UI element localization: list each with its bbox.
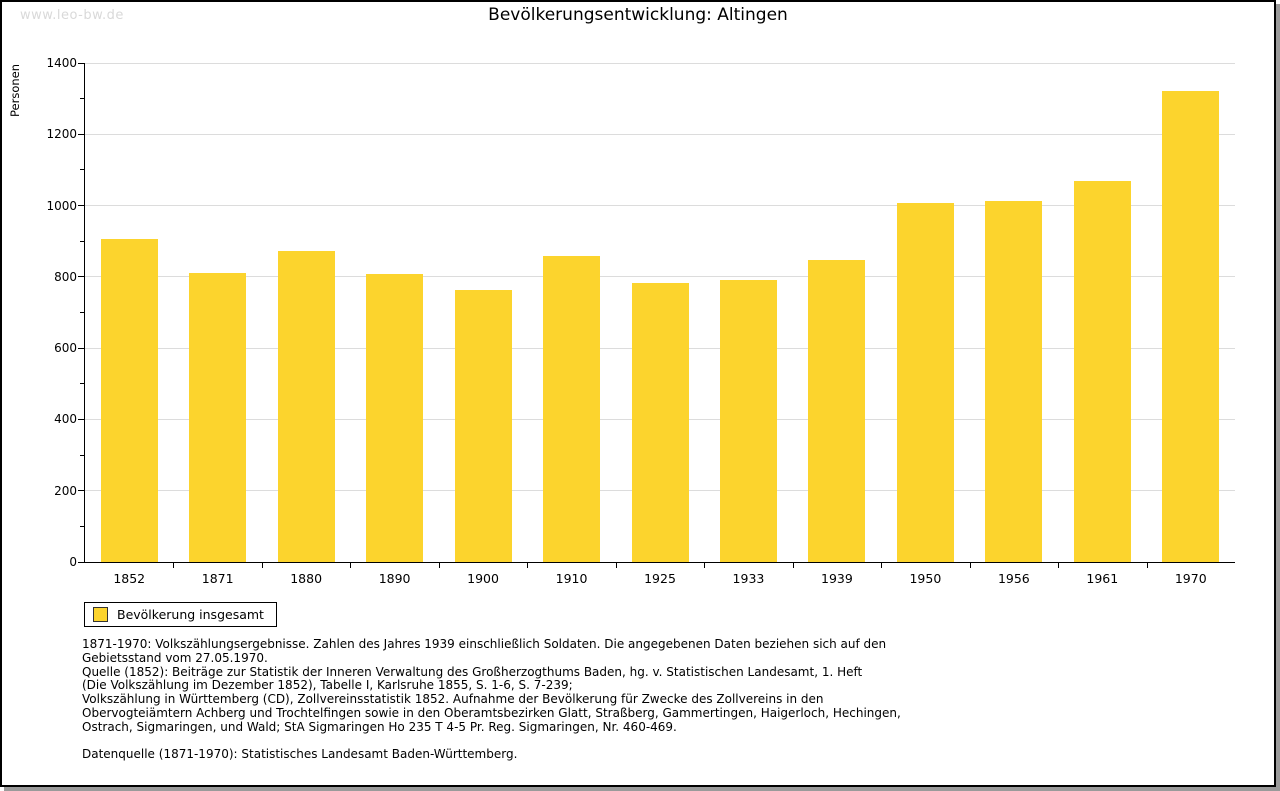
gridline xyxy=(85,276,1235,278)
y-axis-tick-label: 1400 xyxy=(46,56,77,70)
y-axis-tick xyxy=(78,347,84,349)
y-axis-tick-label: 1000 xyxy=(46,198,77,213)
x-axis-tick-label: 1950 xyxy=(909,571,942,586)
gridline xyxy=(85,205,1235,207)
bar-1852 xyxy=(100,238,158,562)
x-axis-tick-label: 1925 xyxy=(644,571,676,586)
x-axis-boundary-tick xyxy=(350,563,352,568)
x-axis-tick-label: 1939 xyxy=(821,571,853,586)
bar-1970 xyxy=(1162,90,1220,562)
y-axis-minor-tick xyxy=(80,169,84,171)
x-axis-tick-label: 1852 xyxy=(113,571,146,586)
y-axis-tick-label: 200 xyxy=(54,483,77,498)
y-axis-tick xyxy=(78,62,84,64)
x-axis-boundary-tick xyxy=(704,563,706,568)
bar-1925 xyxy=(631,282,689,562)
x-axis-boundary-tick xyxy=(1146,563,1148,568)
y-axis-tick-label: 600 xyxy=(54,341,77,356)
y-axis-minor-tick xyxy=(80,454,84,456)
bar-1900 xyxy=(454,289,512,562)
x-axis-tick-label: 1956 xyxy=(997,571,1030,586)
x-axis-boundary-tick xyxy=(527,563,529,568)
bar-1961 xyxy=(1073,180,1131,562)
x-axis-tick-label: 1890 xyxy=(378,571,411,586)
footnote-line: Datenquelle (1871-1970): Statistisches L… xyxy=(82,747,518,762)
gridline xyxy=(85,62,1235,64)
y-axis-tick xyxy=(78,133,84,135)
x-axis-boundary-tick xyxy=(615,563,617,568)
x-axis-boundary-tick xyxy=(261,563,263,568)
gridline xyxy=(85,133,1235,135)
bar-1910 xyxy=(543,256,601,562)
x-axis-boundary-tick xyxy=(792,563,794,568)
plot-area: 0 200 400 600 800 1000 1200 1400 1852 1871 1880 189… xyxy=(46,56,1235,586)
x-axis-boundary-tick xyxy=(881,563,883,568)
x-axis-tick-label: 1970 xyxy=(1174,571,1207,586)
y-axis-minor-tick xyxy=(80,383,84,385)
bar-1939 xyxy=(808,259,866,562)
y-axis-tick-label: 800 xyxy=(54,269,77,284)
footnote-line: (Die Volkszählung im Dezember 1852), Tab… xyxy=(82,678,573,693)
x-axis-tick-label: 1900 xyxy=(467,571,499,586)
x-axis-boundary-tick xyxy=(173,563,175,568)
y-axis-minor-tick xyxy=(80,240,84,242)
y-axis-minor-tick xyxy=(80,98,84,100)
y-axis-tick xyxy=(78,276,84,278)
bar-1950 xyxy=(896,203,954,562)
footnote-line: Gebietsstand vom 27.05.1970. xyxy=(82,650,268,665)
bar-1871 xyxy=(189,272,247,562)
bar-1890 xyxy=(366,273,424,562)
y-axis-tick-label: 1200 xyxy=(46,127,77,142)
bar-1933 xyxy=(719,279,777,562)
y-axis-minor-tick xyxy=(80,312,84,313)
footnote-line xyxy=(82,735,942,749)
x-axis-tick-label: 1933 xyxy=(732,571,765,586)
y-axis-title: Personen xyxy=(8,63,22,117)
legend-swatch-icon xyxy=(93,607,108,622)
y-axis-minor-tick xyxy=(80,525,84,527)
x-axis-boundary-tick xyxy=(438,563,440,568)
x-axis-tick-label: 1910 xyxy=(555,571,588,586)
y-axis-tick xyxy=(78,561,84,563)
x-axis-tick-label: 1871 xyxy=(201,571,234,586)
footnote-line: Volkszählung in Württemberg (CD), Zollve… xyxy=(82,692,824,707)
y-axis-tick-label: 0 xyxy=(69,555,77,569)
footnote-line: Ostrach, Sigmaringen, und Wald; StA Sigm… xyxy=(82,719,677,734)
y-axis-tick xyxy=(78,418,84,420)
legend-label: Bevölkerung insgesamt xyxy=(117,607,264,622)
x-axis-tick-label: 1961 xyxy=(1086,571,1119,586)
x-axis-boundary-tick xyxy=(969,563,971,568)
footnotes: 1871-1970: Volkszählungsergebnisse. Zahl… xyxy=(82,637,942,762)
footnote-line: 1871-1970: Volkszählungsergebnisse. Zahl… xyxy=(82,637,887,651)
watermark: www.leo-bw.de xyxy=(20,8,124,23)
y-axis-tick-label: 400 xyxy=(54,412,77,427)
x-axis-tick-label: 1880 xyxy=(290,571,323,586)
footnote-line: Obervogteiämtern Achberg und Trochtelfin… xyxy=(82,705,901,720)
legend: Bevölkerung insgesamt xyxy=(84,602,277,627)
y-axis-tick xyxy=(78,490,84,492)
x-axis-boundary-tick xyxy=(1058,563,1060,568)
y-axis-tick xyxy=(78,205,84,207)
bar-1880 xyxy=(277,250,335,562)
chart-title: Bevölkerungsentwicklung: Altingen xyxy=(488,5,788,25)
bar-1956 xyxy=(985,200,1043,562)
footnote-line: Quelle (1852): Beiträge zur Statistik de… xyxy=(82,664,863,679)
